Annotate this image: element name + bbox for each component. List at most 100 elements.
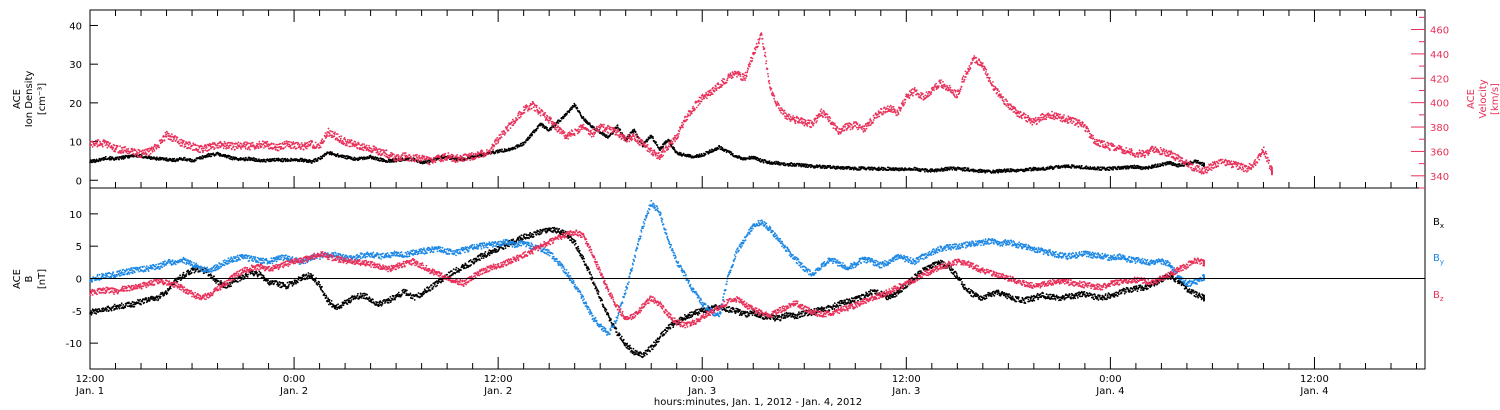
data-point <box>96 141 98 144</box>
x-tick-label-date: Jan. 3 <box>687 386 716 397</box>
data-point <box>401 157 404 160</box>
data-point <box>634 131 637 133</box>
data-point <box>582 116 585 119</box>
data-point <box>471 152 473 154</box>
top-right-tick-label: 400 <box>1430 99 1449 110</box>
data-point <box>313 160 316 163</box>
data-point <box>224 142 227 145</box>
data-point <box>1080 164 1083 167</box>
data-point <box>1203 162 1205 165</box>
data-point <box>635 136 638 139</box>
data-point <box>793 116 796 119</box>
top-left-tick-label: 10 <box>69 138 82 149</box>
data-point <box>184 145 187 148</box>
data-point <box>534 110 537 112</box>
data-point <box>745 75 748 77</box>
data-point <box>701 98 704 101</box>
data-point <box>368 144 370 147</box>
data-point <box>651 149 653 152</box>
data-point <box>281 157 284 160</box>
data-point <box>674 140 677 143</box>
data-point <box>454 160 457 162</box>
data-point <box>765 60 768 62</box>
data-point <box>687 113 689 115</box>
data-point <box>604 130 607 133</box>
data-point <box>302 148 305 151</box>
data-point <box>376 156 379 159</box>
data-point <box>156 156 158 159</box>
data-point <box>757 45 759 48</box>
data-point <box>607 125 610 128</box>
data-point <box>810 126 813 128</box>
data-point <box>481 153 484 156</box>
data-point <box>350 156 353 159</box>
data-point <box>649 149 652 152</box>
data-point <box>216 144 219 147</box>
data-point <box>345 142 348 145</box>
data-point <box>686 118 689 121</box>
data-point <box>530 107 533 110</box>
data-point <box>223 140 226 143</box>
data-point <box>562 117 565 120</box>
data-point <box>167 132 170 135</box>
data-point <box>589 133 591 136</box>
data-point <box>524 141 527 144</box>
top-left-tick-label: 20 <box>69 99 82 110</box>
data-point <box>295 147 298 150</box>
data-point <box>173 157 176 160</box>
data-point <box>658 151 660 154</box>
data-point <box>528 108 531 111</box>
data-point <box>195 159 197 162</box>
data-point <box>308 140 311 143</box>
data-point <box>140 156 142 159</box>
data-point <box>500 133 502 136</box>
data-point <box>833 165 836 168</box>
data-point <box>127 147 130 150</box>
data-point <box>175 138 178 141</box>
data-point <box>692 105 694 108</box>
data-point <box>151 149 154 152</box>
data-point <box>555 128 557 131</box>
data-point <box>380 149 383 152</box>
data-point <box>358 143 360 146</box>
data-point <box>606 126 608 129</box>
data-point <box>401 154 404 156</box>
data-point <box>256 144 259 146</box>
data-point <box>311 162 313 164</box>
data-point <box>651 151 654 154</box>
data-point <box>305 147 308 150</box>
data-point <box>202 149 205 152</box>
data-point <box>717 147 720 150</box>
data-point <box>527 110 529 112</box>
data-point <box>197 148 200 151</box>
data-point <box>306 142 309 144</box>
data-point <box>620 132 622 135</box>
data-point <box>568 111 571 114</box>
data-point <box>554 126 557 129</box>
data-point <box>1153 166 1156 168</box>
data-point <box>673 139 675 141</box>
data-point <box>779 109 782 112</box>
x-tick-label-date: Jan. 1 <box>75 386 104 397</box>
data-point <box>801 120 803 123</box>
data-point <box>462 157 464 160</box>
data-point <box>300 142 303 144</box>
data-point <box>573 134 576 137</box>
data-point <box>516 118 519 121</box>
data-point <box>376 150 379 153</box>
data-point <box>501 148 503 151</box>
data-point <box>280 145 283 148</box>
data-point <box>283 140 286 143</box>
data-point <box>182 158 185 161</box>
data-point <box>153 150 156 152</box>
data-point <box>655 152 658 155</box>
data-point <box>662 145 665 148</box>
data-point <box>489 151 492 153</box>
data-point <box>460 155 463 158</box>
data-point <box>94 144 96 147</box>
data-point <box>703 97 706 100</box>
data-point <box>1154 163 1157 166</box>
data-point <box>539 114 542 117</box>
data-point <box>546 115 549 118</box>
